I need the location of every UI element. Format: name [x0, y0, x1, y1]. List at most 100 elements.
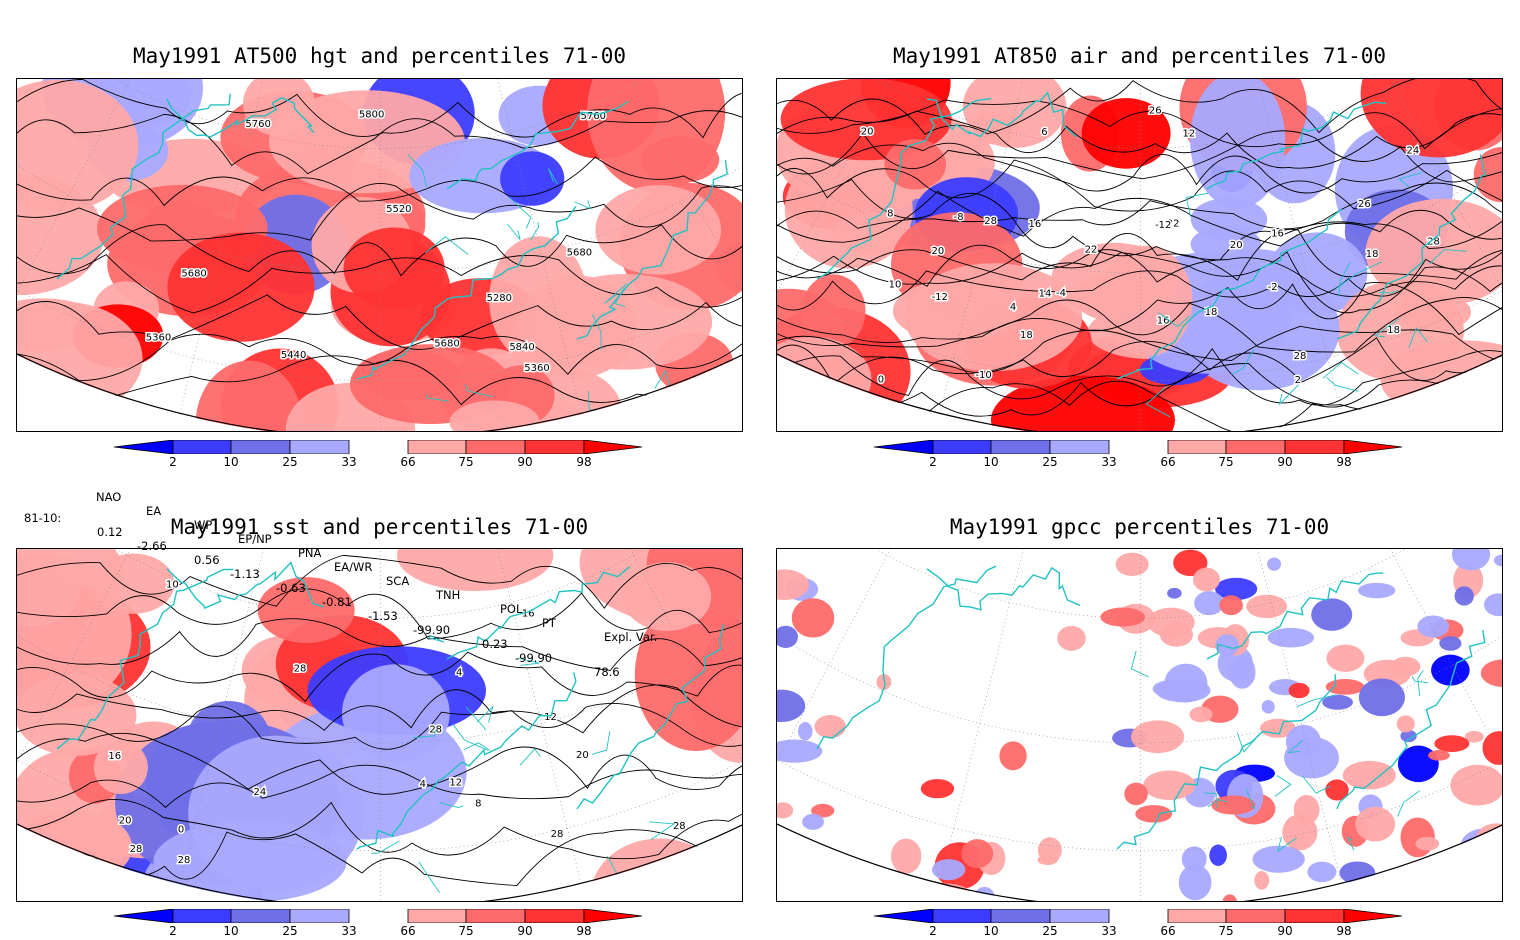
contour-label: 8: [887, 209, 893, 220]
colorbar-tick-label: 90: [1277, 924, 1293, 938]
country-border: [548, 167, 559, 185]
latitude-gridline: [17, 79, 742, 382]
colorbar-swatch: [583, 440, 643, 454]
percentile-shading: [931, 859, 966, 881]
percentile-shading: [1081, 98, 1171, 169]
contour-label: -2: [1268, 282, 1278, 293]
colorbar-tick-label: 98: [576, 455, 592, 469]
percentile-shading: [777, 802, 794, 819]
colorbar-swatch: [230, 440, 291, 454]
contour-label: 4: [1010, 302, 1016, 313]
percentile-shading: [1484, 593, 1502, 617]
colorbar-tick-label: 25: [1042, 924, 1058, 938]
index-value: 0.12: [97, 525, 123, 539]
contour-line: [17, 110, 742, 175]
percentile-shading: [1450, 764, 1502, 806]
index-header: TNH: [436, 588, 461, 602]
index-header: EA/WR: [334, 560, 373, 574]
contour-label: 5360: [524, 363, 549, 374]
percentile-shading: [1190, 197, 1268, 241]
coastline: [446, 101, 629, 190]
percentile-shading: [1439, 636, 1462, 651]
colorbar-tick-label: 10: [223, 455, 239, 469]
percentile-shading: [1164, 663, 1208, 703]
coastline: [166, 561, 325, 610]
percentile-shading: [831, 212, 913, 254]
contour-label: 22: [1167, 218, 1180, 229]
colorbar-tick-label: 10: [983, 924, 999, 938]
country-border: [1236, 732, 1261, 753]
percentile-shading: [1189, 706, 1213, 723]
contour-line: [777, 99, 1502, 150]
percentile-shading: [1215, 634, 1239, 657]
country-border: [1145, 385, 1171, 418]
country-border: [1408, 327, 1428, 348]
contour-label: 28: [984, 216, 997, 227]
colorbar-tick-label: 90: [517, 455, 533, 469]
latitude-gridline: [777, 549, 1502, 852]
percentile-shading: [1215, 577, 1258, 601]
country-border: [518, 657, 540, 666]
coastline: [56, 568, 234, 750]
index-value: -1.53: [368, 609, 398, 623]
country-border: [519, 748, 541, 766]
colorbar-hgt500: 2 10 25 33 66 75 90 98: [114, 440, 644, 470]
coastline: [1206, 572, 1384, 660]
colorbar-swatch: [874, 909, 934, 923]
percentile-shading: [1131, 720, 1185, 754]
percentile-shading: [1307, 861, 1337, 883]
coastline: [1116, 674, 1337, 850]
country-border: [407, 153, 428, 187]
contour-label: 4: [456, 668, 462, 679]
percentile-shading: [1322, 694, 1353, 710]
contour-label: 18: [1366, 249, 1379, 260]
percentile-shading: [1454, 586, 1474, 606]
index-header: EA: [146, 504, 162, 518]
country-border: [1417, 669, 1424, 697]
contour-label: -8: [954, 212, 964, 223]
colorbar-tick-label: 25: [1042, 455, 1058, 469]
country-border: [452, 723, 488, 751]
colorbar-swatch: [1225, 440, 1286, 454]
country-border: [654, 369, 671, 390]
percentile-shading: [777, 569, 809, 601]
percentile-shading: [1190, 79, 1286, 209]
colorbar-tick-label: 66: [400, 924, 416, 938]
index-header: Expl. Var.: [604, 630, 658, 644]
contour-label: 28: [1427, 236, 1440, 247]
colorbar-tick-label: 66: [400, 455, 416, 469]
contour-label: 10: [166, 579, 179, 590]
percentile-shading: [93, 740, 148, 795]
country-border: [1338, 262, 1351, 297]
colorbar-swatch: [1049, 909, 1110, 923]
index-header: PNA: [298, 546, 322, 560]
contour-label: 28: [178, 855, 191, 866]
percentile-shading: [1428, 750, 1450, 761]
contour-label: 20: [861, 127, 874, 138]
country-border: [1158, 312, 1190, 328]
colorbar-swatch: [932, 909, 992, 923]
map-field: 5360 5280 5680 5360 5440 5520 5680 5760 5800 5680…: [17, 79, 742, 431]
colorbar-tick-label: 75: [458, 455, 474, 469]
country-border: [604, 283, 627, 304]
contour-label: 5680: [567, 248, 592, 259]
contour-label: 6: [1041, 127, 1047, 138]
country-border: [1397, 790, 1420, 817]
contour-line: [777, 244, 1502, 297]
colorbar-swatch: [465, 440, 526, 454]
contour-label: 26: [1358, 199, 1371, 210]
contour-label: 26: [1149, 105, 1162, 116]
contour-label: 0: [178, 824, 184, 835]
country-border: [614, 288, 626, 308]
percentile-shading: [1037, 854, 1058, 866]
contour-line: [17, 799, 742, 860]
percentile-shading: [1261, 700, 1275, 714]
percentile-shading: [777, 625, 798, 648]
percentile-shading: [1100, 245, 1193, 357]
contour-line: [17, 732, 742, 795]
colorbar-swatch: [1284, 909, 1345, 923]
coastline: [1116, 208, 1342, 380]
index-header: POL: [500, 602, 523, 616]
percentile-shading: [1194, 591, 1224, 616]
